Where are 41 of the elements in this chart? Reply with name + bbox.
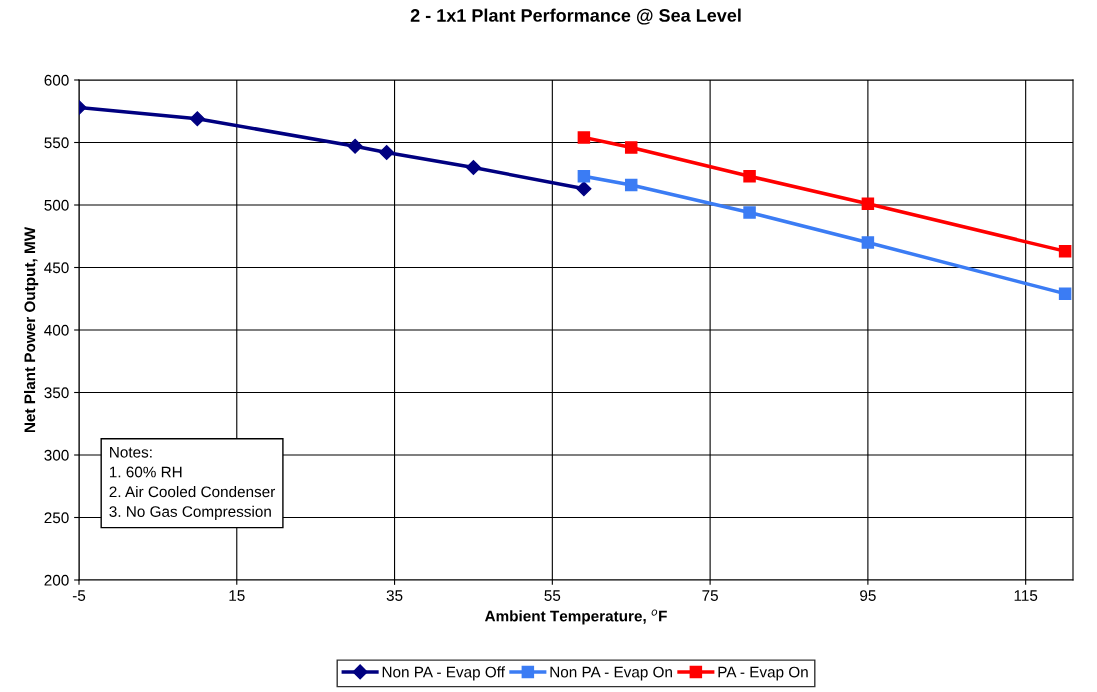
- legend-label: Non PA - Evap Off: [382, 666, 505, 681]
- point: [189, 111, 205, 127]
- x-tick-label: 95: [860, 590, 876, 601]
- point: [379, 144, 395, 161]
- point: [465, 159, 482, 176]
- legend-label: PA - Evap On: [718, 666, 808, 681]
- y-tick-label: 400: [44, 324, 69, 336]
- point: [743, 169, 756, 183]
- x-tick-label: 75: [702, 590, 718, 601]
- x-tick-label: 15: [229, 590, 245, 601]
- annotation: Notes:: [110, 446, 152, 458]
- legend-label: Non PA - Evap On: [550, 666, 672, 681]
- y-tick-label: 450: [44, 262, 69, 274]
- x-tick-label: 35: [386, 590, 403, 601]
- point: [576, 181, 592, 197]
- x-tick-label: 115: [1014, 590, 1038, 601]
- point: [861, 197, 875, 211]
- x-axis-title: Ambient Temperature, $^{o}$F: [484, 609, 667, 625]
- chart-title: 2 - 1x1 Plant Performance @ Sea Level: [410, 8, 741, 25]
- x-tick-label: 55: [544, 590, 561, 601]
- point: [347, 138, 363, 154]
- x-tick-label: -5: [72, 590, 86, 601]
- point: [1058, 287, 1072, 301]
- point: [743, 206, 756, 219]
- point: [1058, 244, 1072, 258]
- point: [577, 131, 591, 144]
- annotation: 1. 60% RH: [109, 466, 182, 478]
- y-axis-title: Net Plant Power Output, MW: [23, 226, 39, 433]
- y-tick-label: 600: [44, 74, 69, 86]
- point: [624, 141, 638, 154]
- y-tick-label: 300: [44, 449, 69, 461]
- annotation: 2. Air Cooled Condenser: [109, 485, 276, 498]
- y-tick-label: 200: [44, 574, 69, 586]
- point: [624, 178, 638, 192]
- y-tick-label: 500: [44, 199, 69, 211]
- y-tick-label: 350: [44, 387, 69, 399]
- y-tick-label: 550: [44, 137, 69, 149]
- annotation: 3. No Gas Compression: [109, 505, 271, 520]
- point: [861, 236, 875, 249]
- y-tick-label: 250: [44, 512, 69, 524]
- point: [577, 169, 591, 183]
